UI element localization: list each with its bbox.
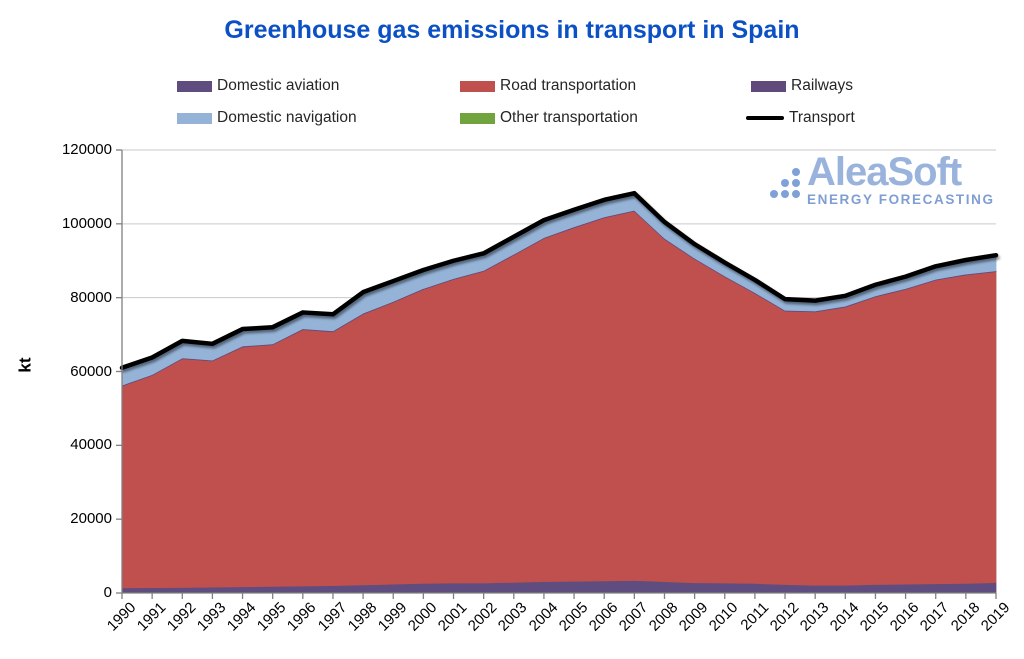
transport-total-line [119,190,999,371]
other-transportation-swatch-icon [460,112,495,124]
domestic-aviation-swatch-icon [177,80,212,92]
railways-swatch-icon [751,80,786,92]
y-axis-tick-label: 20000 [70,510,112,528]
chart-title: Greenhouse gas emissions in transport in… [224,16,800,44]
legend-item-transport: Transport [746,109,855,127]
y-axis-tick-label: 100000 [61,214,112,232]
legend-label: Domestic navigation [217,109,357,126]
aleasoft-logo: AleaSoft ENERGY FORECASTING [770,150,995,207]
y-axis-tick-label: 40000 [70,436,112,454]
legend-item-road-transportation: Road transportation [460,77,636,95]
transport-line-swatch-icon [746,115,784,121]
domestic-navigation-swatch-icon [177,112,212,124]
legend-label: Transport [789,109,855,126]
legend-item-domestic-aviation: Domestic aviation [177,77,339,95]
legend-item-domestic-navigation: Domestic navigation [177,109,357,127]
y-axis-tick-label: 60000 [70,362,112,380]
legend-item-other-transportation: Other transportation [460,109,638,127]
legend-label: Railways [791,77,854,94]
logo-tagline: ENERGY FORECASTING [807,192,995,207]
legend-item-railways: Railways [751,77,853,95]
logo-name: AleaSoft [807,150,962,194]
area-road-transportation [121,210,997,589]
y-axis-tick-label: 120000 [61,141,112,158]
legend-label: Road transportation [500,77,637,94]
legend-label: Other transportation [500,109,638,126]
y-axis-tick-label: 80000 [70,288,112,306]
aleasoft-dots-icon [770,168,800,198]
legend-label: Domestic aviation [217,77,340,94]
y-axis-tick-label: 0 [103,584,112,601]
road-transportation-swatch-icon [460,80,495,92]
